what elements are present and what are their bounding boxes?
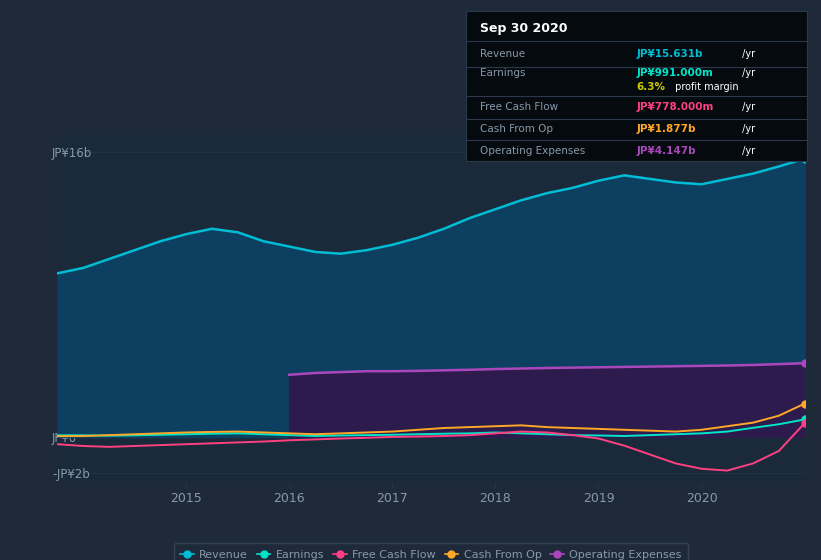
Text: Free Cash Flow: Free Cash Flow xyxy=(480,102,558,112)
Text: Cash From Op: Cash From Op xyxy=(480,124,553,134)
Text: profit margin: profit margin xyxy=(672,82,739,92)
Text: Sep 30 2020: Sep 30 2020 xyxy=(480,22,567,35)
Text: /yr: /yr xyxy=(739,146,755,156)
Text: JP¥4.147b: JP¥4.147b xyxy=(637,146,696,156)
Legend: Revenue, Earnings, Free Cash Flow, Cash From Op, Operating Expenses: Revenue, Earnings, Free Cash Flow, Cash … xyxy=(174,543,688,560)
Text: /yr: /yr xyxy=(739,102,755,112)
Text: JP¥15.631b: JP¥15.631b xyxy=(637,49,703,59)
Text: JP¥778.000m: JP¥778.000m xyxy=(637,102,714,112)
Text: /yr: /yr xyxy=(739,68,755,78)
Text: Operating Expenses: Operating Expenses xyxy=(480,146,585,156)
Text: JP¥1.877b: JP¥1.877b xyxy=(637,124,696,134)
Text: Earnings: Earnings xyxy=(480,68,525,78)
Text: /yr: /yr xyxy=(739,124,755,134)
Text: JP¥991.000m: JP¥991.000m xyxy=(637,68,713,78)
Text: /yr: /yr xyxy=(739,49,755,59)
Text: Revenue: Revenue xyxy=(480,49,525,59)
Text: 6.3%: 6.3% xyxy=(637,82,666,92)
